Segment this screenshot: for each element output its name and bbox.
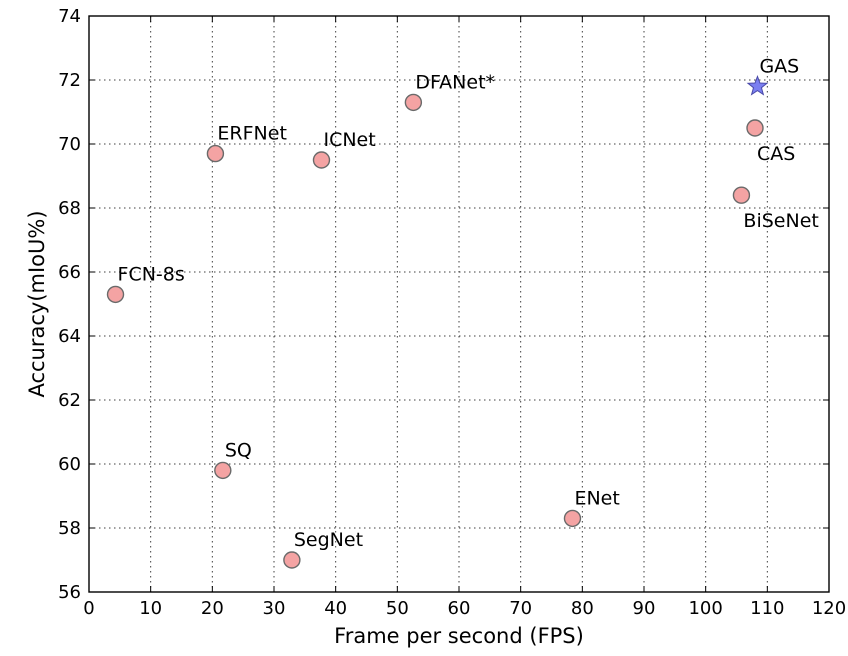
x-tick-label: 110 (750, 598, 784, 619)
x-tick-label: 120 (812, 598, 846, 619)
data-point-segnet (283, 551, 301, 569)
grid-lines (89, 16, 829, 592)
data-point-icnet (312, 151, 331, 169)
data-point-cas (746, 119, 764, 137)
x-tick-label: 60 (448, 598, 471, 619)
y-tick-label: 64 (58, 326, 81, 347)
y-tick-label: 56 (58, 582, 81, 603)
data-label-cas: CAS (757, 143, 795, 165)
data-label-fcn-8s: FCN-8s (118, 263, 185, 285)
x-tick-label: 10 (139, 598, 162, 619)
data-point-enet (563, 509, 582, 528)
x-tick-label: 50 (386, 598, 409, 619)
x-tick-label: 30 (263, 598, 286, 619)
data-point-gas (746, 74, 769, 96)
data-label-bisenet: BiSeNet (743, 210, 818, 232)
y-tick-label: 62 (58, 390, 81, 411)
y-axis-label: Accuracy(mIoU%) (25, 210, 49, 397)
x-tick-label: 90 (633, 598, 656, 619)
data-point-dfanet (404, 93, 423, 112)
y-tick-label: 66 (58, 262, 81, 283)
data-points: FCN-8s ERFNet SQ SegNet ICNet DFANet* ENet BiSe… (106, 55, 819, 569)
data-label-dfanet: DFANet* (415, 71, 495, 93)
y-tick-label: 60 (58, 454, 81, 475)
x-tick-label: 40 (324, 598, 347, 619)
y-tick-label: 58 (58, 518, 81, 539)
x-tick-label: 100 (688, 598, 722, 619)
data-label-gas: GAS (759, 55, 799, 77)
x-tick-label: 70 (509, 598, 532, 619)
y-tick-label: 70 (58, 134, 81, 155)
data-point-bisenet (732, 186, 751, 204)
x-tick-label: 20 (201, 598, 224, 619)
data-point-sq (214, 461, 232, 480)
data-point-erfnet (206, 144, 225, 163)
data-label-sq: SQ (225, 439, 252, 461)
x-tick-label: 0 (83, 598, 94, 619)
y-tick-label: 72 (58, 70, 81, 91)
y-tick-label: 68 (58, 198, 81, 219)
data-label-erfnet: ERFNet (217, 123, 287, 145)
axis-ticks: 0 10 20 30 40 50 60 70 80 90 100 110 120 56 58 60 62 64 66… (58, 6, 846, 619)
data-label-segnet: SegNet (294, 529, 363, 551)
x-tick-label: 80 (571, 598, 594, 619)
y-tick-label: 74 (58, 6, 81, 27)
data-label-enet: ENet (574, 487, 619, 509)
data-point-fcn-8s (106, 285, 125, 304)
data-label-icnet: ICNet (323, 129, 375, 151)
x-axis-label: Frame per second (FPS) (334, 624, 584, 648)
